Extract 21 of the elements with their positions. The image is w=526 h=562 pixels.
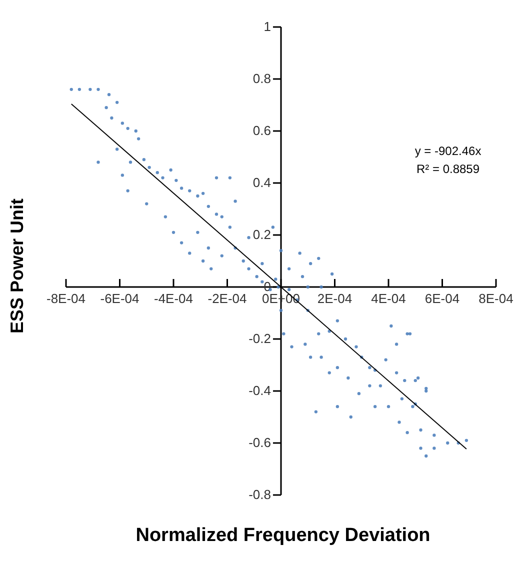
x-tick-label: 4E-04 [371,291,406,306]
y-tick-label: 0.6 [252,123,271,138]
x-tick-label: 8E-04 [478,291,514,306]
y-tick-label: 0.8 [252,71,271,86]
y-tick-label: -0.6 [248,435,271,450]
y-tick-label: 0.4 [252,175,271,190]
x-tick-label: -6E-04 [100,291,140,306]
x-tick-label: 6E-04 [424,291,460,306]
y-tick-label: 1 [264,19,271,34]
annotation: y = -902.46x [414,144,482,158]
x-tick-label: -4E-04 [154,291,194,306]
y-tick-label: 0.2 [252,227,271,242]
y-tick-label: -0.4 [248,383,271,398]
x-tick-label: -8E-04 [46,291,86,306]
y-tick-label: -0.8 [248,487,271,502]
x-axis-title: Normalized Frequency Deviation [136,525,430,546]
y-axis-title: ESS Power Unit [7,198,27,334]
annotation: R² = 0.8859 [416,162,480,176]
x-tick-label: 2E-04 [317,291,352,306]
x-tick-label: -2E-04 [208,291,247,306]
y-tick-label: -0.2 [248,331,271,346]
